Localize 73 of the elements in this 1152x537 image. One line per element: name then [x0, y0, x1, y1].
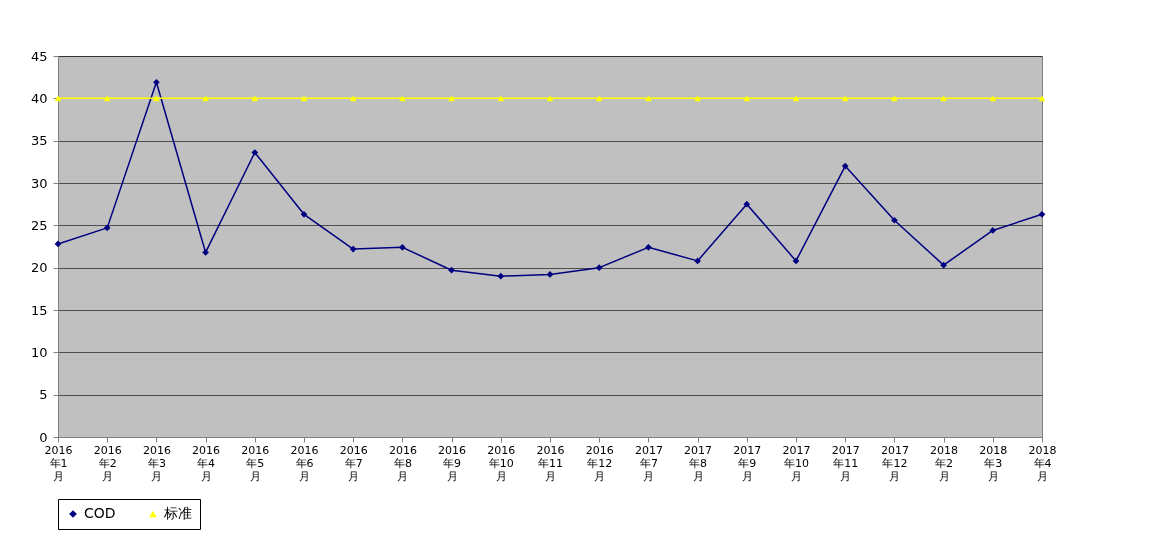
point — [792, 95, 800, 102]
y-tick-label: 20 — [30, 260, 48, 276]
x-tick-label: 2018年3月 — [979, 443, 1008, 483]
y-tick-label: 0 — [39, 429, 48, 445]
y-tick-label: 5 — [39, 387, 48, 403]
point — [595, 95, 603, 102]
point — [1038, 95, 1046, 102]
x-tick-label: 2016年12月 — [585, 443, 614, 483]
point — [448, 266, 455, 274]
point — [694, 257, 701, 265]
y-tick-label: 40 — [30, 90, 48, 106]
x-tick-label: 2016年8月 — [388, 443, 417, 483]
point — [349, 95, 357, 102]
point — [891, 216, 898, 224]
legend-label: COD — [84, 505, 116, 521]
point — [153, 95, 160, 102]
point — [202, 249, 209, 256]
x-tick-label: 2017年7月 — [634, 443, 663, 483]
point — [1038, 210, 1046, 218]
point — [989, 95, 997, 102]
point — [497, 272, 505, 280]
point — [645, 95, 652, 102]
x-tick-label: 2016年10月 — [487, 443, 516, 483]
point — [399, 95, 406, 102]
point — [841, 162, 849, 170]
x-tick-label: 2017年10月 — [782, 443, 811, 483]
point — [841, 95, 849, 102]
point — [251, 95, 259, 102]
x-tick-label: 2017年9月 — [733, 443, 762, 483]
x-tick-label: 2016年3月 — [142, 443, 171, 483]
y-tick-label: 45 — [30, 48, 48, 64]
y-tick-label: 35 — [30, 133, 48, 149]
point — [399, 243, 406, 251]
point — [300, 210, 308, 218]
point — [103, 224, 111, 232]
x-tick-label: 2016年6月 — [290, 443, 319, 483]
x-tick-label: 2016年1月 — [44, 443, 73, 483]
point — [792, 257, 800, 265]
point — [251, 149, 259, 156]
point — [645, 243, 652, 251]
point — [497, 95, 505, 102]
x-tick-label: 2017年12月 — [880, 443, 909, 483]
y-tick-label: 25 — [30, 217, 48, 233]
point — [940, 95, 947, 102]
point — [743, 95, 751, 102]
x-tick-label: 2018年4月 — [1028, 443, 1057, 483]
x-tick-label: 2016年7月 — [339, 443, 368, 483]
legend-label: 标准 — [163, 505, 192, 521]
x-tick-label: 2017年8月 — [684, 443, 713, 483]
point — [940, 261, 947, 269]
point — [595, 264, 603, 272]
y-tick-label: 15 — [30, 302, 48, 318]
x-tick-label: 2017年11月 — [831, 443, 860, 483]
point — [349, 245, 357, 253]
point — [989, 227, 997, 234]
y-tick-label: 10 — [30, 344, 48, 360]
point — [546, 95, 554, 102]
point — [54, 240, 62, 248]
x-tick-label: 2016年9月 — [438, 443, 467, 483]
point — [153, 78, 160, 86]
point — [694, 95, 701, 102]
point — [891, 95, 898, 102]
point — [743, 200, 751, 208]
point — [300, 95, 308, 102]
x-tick-label: 2018年2月 — [930, 443, 959, 483]
point — [202, 95, 209, 102]
y-tick-label: 30 — [30, 175, 48, 191]
x-tick-label: 2016年11月 — [536, 443, 565, 483]
x-tick-label: 2016年2月 — [93, 443, 122, 483]
x-tick-label: 2016年4月 — [192, 443, 221, 483]
x-tick-label: 2016年5月 — [241, 443, 270, 483]
point — [448, 95, 455, 102]
point — [103, 95, 111, 102]
